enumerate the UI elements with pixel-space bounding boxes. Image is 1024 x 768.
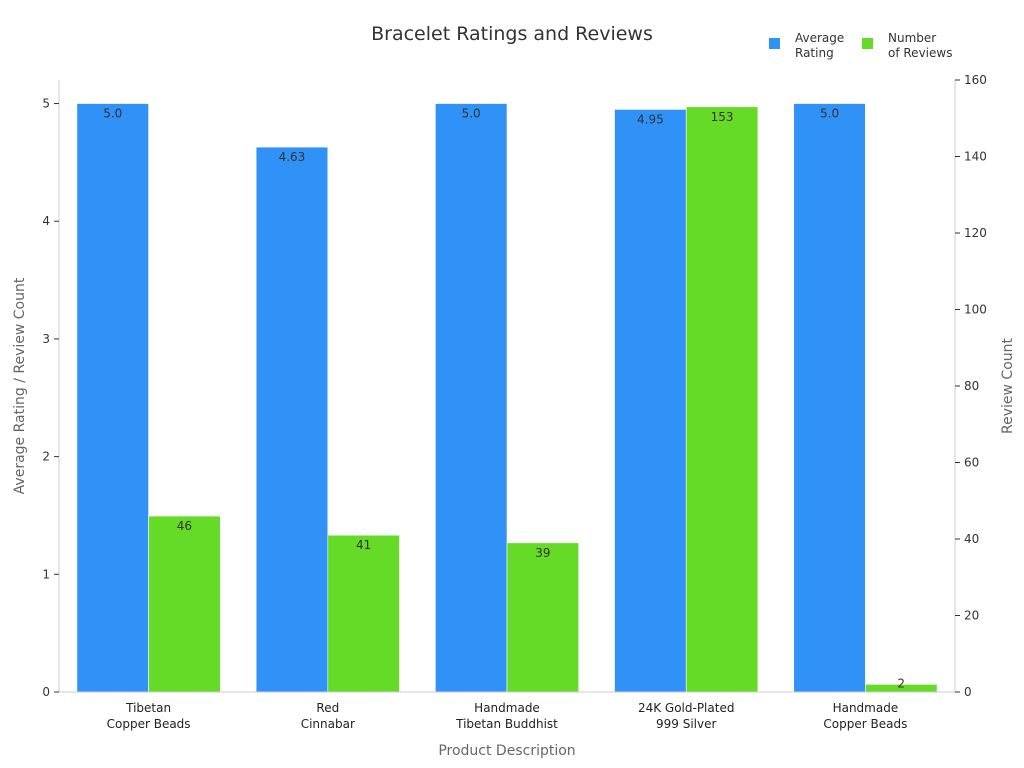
category-label: Tibetan [125,701,171,715]
x-axis-title: Product Description [438,743,575,759]
legend-swatch [769,38,780,49]
bar-value-label: 41 [356,538,371,552]
category-label: Tibetan Buddhist [455,717,558,731]
left-tick-label: 1 [42,567,50,581]
left-tick-label: 5 [42,97,50,111]
category-label: Copper Beads [107,717,191,731]
bars-group [76,103,938,693]
right-tick-label: 60 [964,456,979,470]
bar-value-label: 5.0 [820,107,839,121]
left-tick-label: 4 [42,214,50,228]
right-tick-label: 40 [964,532,979,546]
bar-value-label: 46 [177,519,192,533]
legend-label: Rating [795,46,834,60]
bar-reviews [148,515,221,693]
bar-value-label: 4.63 [279,150,306,164]
left-tick-label: 2 [42,450,50,464]
category-label: Cinnabar [301,717,355,731]
bar-reviews [506,542,579,693]
bar-value-label: 4.95 [637,112,664,126]
left-axis-title: Average Rating / Review Count [12,277,28,494]
bar-labels-group: 5.0 46 4.63 41 5.0 39 4.95 153 5.0 2 [103,107,905,691]
category-label: 999 Silver [656,717,716,731]
bar-reviews [327,534,400,693]
category-label: Handmade [833,701,899,715]
bar-value-label: 5.0 [103,107,122,121]
bar-rating [435,103,508,693]
left-tick-label: 0 [42,685,50,699]
right-axis-ticks: 0 20 40 60 80 100 120 140 160 [955,73,987,699]
legend-swatch [862,38,873,49]
bar-value-label: 5.0 [462,107,481,121]
bar-value-label: 39 [535,546,550,560]
bar-rating [793,103,866,693]
category-label: Red [316,701,339,715]
right-tick-label: 80 [964,379,979,393]
legend-label: Average [795,31,844,45]
category-labels: Tibetan Copper Beads Red Cinnabar Handmade Ti… [107,701,908,731]
left-tick-label: 3 [42,332,50,346]
legend-label: Number [888,31,936,45]
category-label: Copper Beads [823,717,907,731]
bar-rating [76,103,149,693]
category-label: Handmade [474,701,540,715]
right-tick-label: 0 [964,685,972,699]
chart-title: Bracelet Ratings and Reviews [371,23,653,45]
right-tick-label: 140 [964,150,987,164]
left-axis-ticks: 0 1 2 3 4 5 [42,97,59,699]
right-tick-label: 160 [964,73,987,87]
legend-label: of Reviews [888,46,952,60]
right-tick-label: 100 [964,303,987,317]
right-tick-label: 120 [964,226,987,240]
bar-reviews [685,106,759,693]
bar-value-label: 2 [897,676,905,690]
right-axis-title: Review Count [1000,338,1016,434]
right-tick-label: 20 [964,609,979,623]
category-label: 24K Gold-Plated [638,701,735,715]
bar-value-label: 153 [711,110,734,124]
bar-rating [255,146,329,693]
bar-rating [614,109,687,693]
